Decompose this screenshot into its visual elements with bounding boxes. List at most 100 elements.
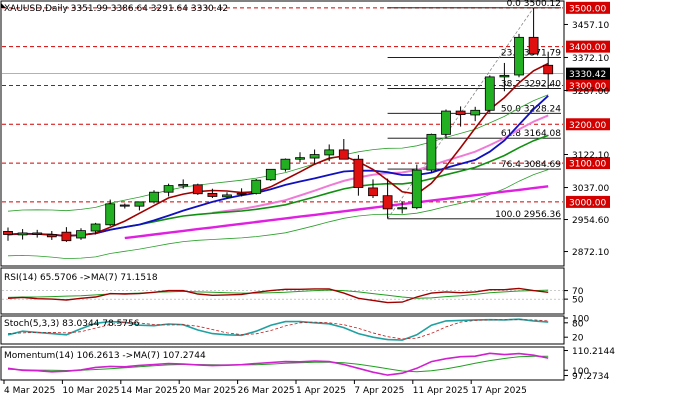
bullish-candle (17, 232, 28, 236)
rsi-panel-frame (0, 267, 565, 315)
indicator-tick-label: 110.2144 (572, 347, 615, 357)
bullish-candle (149, 191, 159, 203)
y-tick-label: 3037.00 (572, 184, 609, 194)
time-axis: 4 Mar 2025 10 Mar 2025 14 Mar 2025 20 Mar 2… (3, 380, 527, 396)
collapse-arrow-icon[interactable] (1, 3, 6, 8)
bullish-candle (105, 203, 116, 226)
bullish-candle (90, 223, 101, 232)
bullish-candle (426, 133, 437, 171)
bullish-candle (324, 149, 335, 156)
bullish-candle (222, 194, 232, 198)
y-tick-label: 3122.10 (572, 151, 609, 161)
y-tick-label: 3372.10 (572, 54, 609, 64)
stoch-main-line (7, 318, 549, 341)
y-tick-label: 2954.60 (572, 216, 609, 226)
fib-level-label: 100.0 2956.36 (495, 210, 561, 220)
fib-level-label: 76.4 3084.69 (501, 160, 561, 170)
price-level-tag (566, 1, 610, 14)
bullish-candle (134, 201, 145, 207)
bollinger-lower-line (7, 169, 549, 260)
bearish-candle (119, 204, 130, 207)
bullish-candle (163, 185, 174, 193)
bearish-candle (528, 36, 539, 55)
bearish-candle (338, 149, 349, 160)
fib-level-label: 50.0 3228.24 (501, 104, 561, 114)
price-level-label: 3000.00 (569, 198, 606, 208)
bullish-candle (265, 168, 276, 181)
current-price-label: 3330.42 (569, 70, 606, 80)
bullish-candle (236, 192, 247, 195)
price-level-tag (566, 157, 610, 170)
bullish-candle (499, 74, 510, 78)
x-tick-label: 10 Mar 2025 (62, 386, 119, 396)
bullish-candle (411, 169, 422, 209)
rsi-line (7, 287, 549, 304)
price-level-label: 3100.00 (569, 160, 606, 170)
bullish-candle (514, 36, 524, 76)
stoch-signal-line (7, 319, 549, 340)
price-level-label: 3400.00 (569, 43, 606, 53)
x-tick-label: 11 Apr 2025 (413, 386, 469, 396)
bullish-candle (470, 109, 481, 116)
bearish-candle (382, 195, 393, 210)
fib-level-label: 61.8 3164.08 (501, 129, 561, 139)
ma-magenta-line (124, 185, 549, 240)
x-tick-label: 14 Mar 2025 (121, 386, 178, 396)
bullish-candle (178, 184, 189, 187)
x-tick-label: 7 Apr 2025 (354, 386, 404, 396)
x-tick-label: 17 Apr 2025 (471, 386, 527, 396)
y-tick-label: 2872.10 (572, 248, 609, 258)
bearish-candle (61, 231, 72, 242)
fib-level-label: 0.0 3500.12 (507, 0, 561, 9)
candlesticks (3, 7, 554, 242)
chart-header: XAUUSD,Daily 3351.99 3386.64 3291.64 333… (4, 4, 228, 14)
x-tick-label: 1 Apr 2025 (296, 386, 346, 396)
ma-fast-line (7, 62, 549, 237)
momentum-ma-line (7, 355, 549, 373)
indicator-tick-label: 97.2734 (572, 372, 609, 382)
y-tick-label: 3457.10 (572, 21, 609, 31)
stoch-label: Stoch(5,3,3) 83.0344 78.5756 (4, 319, 140, 329)
bearish-candle (3, 230, 13, 235)
bullish-candle (309, 154, 320, 159)
price-level-tag (566, 79, 610, 92)
x-tick-label: 26 Mar 2025 (238, 386, 295, 396)
indicator-tick-label: 80 (572, 319, 584, 329)
main-panel-frame (0, 0, 565, 267)
bearish-candle (207, 192, 218, 197)
indicator-tick-label: 20 (572, 334, 584, 344)
rsi-ma-line (7, 289, 549, 299)
indicator-tick-label: 70 (572, 287, 584, 297)
fib-level-label: 38.2 3292.40 (501, 79, 561, 89)
bearish-candle (192, 184, 203, 195)
indicator-tick-label: 100 (572, 367, 589, 377)
bullish-candle (441, 110, 451, 135)
y-tick-label: 3287.00 (572, 87, 609, 97)
bullish-candle (397, 207, 408, 210)
price-level-tag (566, 195, 610, 208)
bollinger-upper-line (7, 94, 549, 212)
moving-averages (7, 62, 549, 260)
bullish-candle (484, 76, 495, 111)
bearish-candle (368, 187, 378, 197)
price-level-tag (566, 40, 610, 53)
rsi-label: RSI(14) 65.5706 ->MA(7) 71.1518 (4, 273, 158, 283)
current-price-tag (566, 67, 610, 80)
indicator-tick-label: 50 (572, 296, 584, 306)
momentum-line (7, 352, 549, 376)
price-level-label: 3500.00 (569, 4, 606, 14)
price-level-label: 3300.00 (569, 82, 606, 92)
bearish-candle (543, 64, 554, 75)
bearish-candle (46, 234, 57, 238)
price-axis: 3500.00 3400.00 3300.00 3200.00 3100.00 3000.… (564, 1, 610, 258)
bearish-candle (353, 158, 364, 188)
bullish-candle (251, 179, 262, 194)
price-level-tag (566, 118, 610, 131)
momentum-label: Momentum(14) 106.2613 ->MA(7) 107.2744 (4, 351, 206, 361)
x-tick-label: 4 Mar 2025 (4, 386, 55, 396)
bullish-candle (280, 158, 291, 170)
bearish-candle (32, 232, 43, 235)
